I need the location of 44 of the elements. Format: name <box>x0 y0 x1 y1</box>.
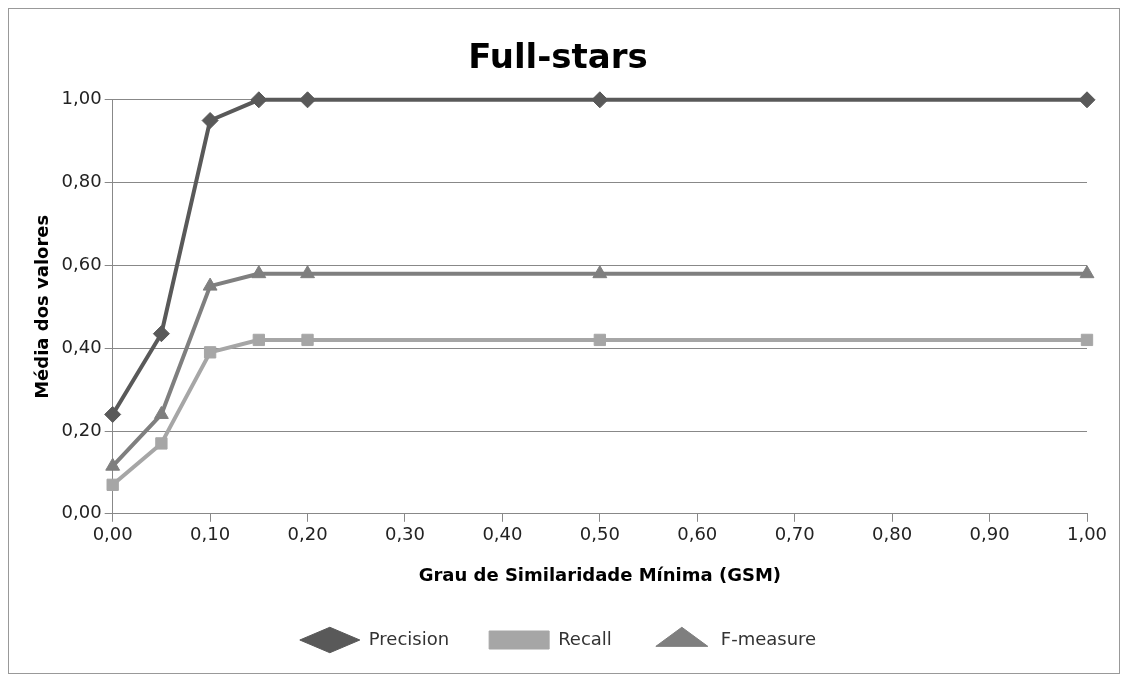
x-tick-label: 0,20 <box>287 523 328 545</box>
point <box>153 405 169 419</box>
point <box>155 437 168 450</box>
x-tick-label: 0,30 <box>384 523 426 545</box>
point <box>251 265 267 279</box>
point <box>301 333 314 347</box>
x-tick-label: 1,00 <box>1066 523 1108 545</box>
y-tick-label: 0,20 <box>61 418 102 440</box>
point <box>104 405 122 423</box>
point <box>592 265 608 279</box>
y-tick-label: 0,80 <box>61 170 102 192</box>
point <box>591 91 609 109</box>
x-axis-title: Grau de Similaridade Mínima (GSM) <box>418 563 782 585</box>
legend-label: Recall <box>558 627 612 649</box>
point <box>250 91 268 109</box>
point <box>1079 265 1095 279</box>
y-tick-label: 1,00 <box>61 87 102 109</box>
x-tick-label: 0,00 <box>92 523 133 545</box>
y-tick-label: 0,00 <box>61 501 102 523</box>
point <box>106 478 119 491</box>
legend-label: F-measure <box>720 627 817 649</box>
chart-title: Full-stars <box>468 36 648 77</box>
point <box>1080 333 1094 347</box>
legend-label: Precision <box>368 627 450 649</box>
x-tick-label: 0,80 <box>872 523 913 545</box>
x-tick-label: 0,40 <box>482 523 523 545</box>
point <box>203 346 217 359</box>
y-tick-label: 0,60 <box>61 253 102 275</box>
point <box>299 91 317 109</box>
x-tick-label: 0,70 <box>774 523 815 545</box>
x-tick-label: 0,50 <box>579 523 620 545</box>
point <box>593 333 606 347</box>
y-axis-title: Média dos valores <box>31 214 53 399</box>
point <box>300 265 315 279</box>
point <box>1078 91 1096 109</box>
x-tick-label: 0,90 <box>969 523 1010 545</box>
x-tick-label: 0,60 <box>677 523 718 545</box>
point <box>252 333 265 347</box>
x-tick-label: 0,10 <box>190 523 231 545</box>
point <box>152 325 170 343</box>
point <box>105 457 121 471</box>
y-tick-label: 0,40 <box>61 335 102 357</box>
point <box>202 277 218 291</box>
point <box>201 112 219 129</box>
